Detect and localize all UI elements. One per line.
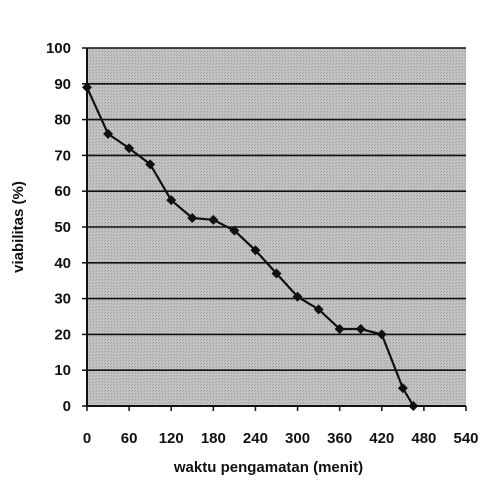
data-point-0	[82, 82, 92, 93]
data-point-6	[208, 214, 219, 225]
data-point-16	[408, 401, 419, 411]
y-tick-label-6: 60	[54, 183, 71, 200]
x-tick-label-2: 120	[159, 430, 184, 447]
x-tick-label-3: 180	[201, 430, 226, 447]
data-point-15	[397, 383, 408, 394]
x-tick-label-0: 0	[83, 430, 91, 447]
data-point-12	[334, 324, 345, 335]
y-tick-label-8: 80	[54, 112, 71, 129]
data-point-9	[271, 268, 282, 279]
data-point-2	[124, 143, 135, 154]
data-point-8	[250, 245, 261, 256]
y-tick-label-5: 50	[54, 219, 71, 236]
gridlines	[87, 47, 466, 372]
x-axis-ticks: 0 60 120 180 240 300 360 420 480 540	[83, 406, 479, 447]
x-tick-label-4: 240	[243, 430, 268, 447]
data-point-7	[229, 225, 240, 236]
data-point-4	[166, 195, 177, 206]
x-axis-label: waktu pengamatan (menit)	[173, 459, 363, 476]
data-point-13	[355, 324, 366, 335]
y-tick-label-0: 0	[63, 398, 71, 415]
y-axis-label: viabilitas (%)	[10, 181, 27, 273]
x-tick-label-6: 360	[327, 430, 352, 447]
y-tick-label-1: 10	[54, 362, 71, 379]
data-point-1	[103, 128, 114, 139]
y-tick-label-9: 90	[54, 76, 71, 93]
x-tick-label-7: 420	[369, 430, 394, 447]
x-tick-label-5: 300	[285, 430, 310, 447]
y-tick-label-2: 20	[54, 326, 71, 343]
x-tick-label-8: 480	[411, 430, 436, 447]
x-tick-label-9: 540	[453, 430, 478, 447]
data-point-11	[313, 304, 324, 315]
data-point-14	[376, 329, 387, 340]
x-tick-label-1: 60	[121, 430, 138, 447]
data-point-3	[145, 159, 156, 170]
y-tick-label-7: 70	[54, 147, 71, 164]
y-axis-ticks: 0 10 20 30 40 50 60 70 80 90 100	[46, 40, 87, 415]
data-point-5	[187, 213, 198, 224]
y-tick-label-4: 40	[54, 255, 71, 272]
data-series	[82, 82, 419, 411]
y-tick-label-3: 30	[54, 291, 71, 308]
data-point-10	[292, 291, 303, 302]
y-tick-label-10: 100	[46, 40, 71, 57]
